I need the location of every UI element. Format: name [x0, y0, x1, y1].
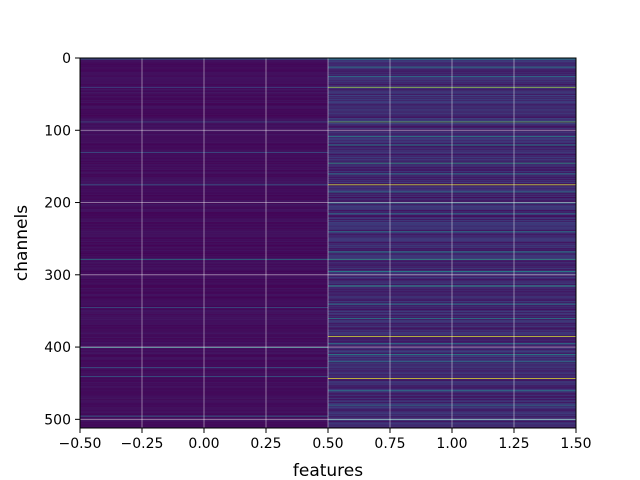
y-tick-label: 100 [44, 123, 71, 139]
y-axis-label: channels [12, 205, 32, 281]
x-tick-label: −0.25 [121, 436, 164, 452]
x-tick-label: 0.75 [374, 436, 405, 452]
x-axis-label: features [293, 461, 363, 480]
x-tick-label: 0.25 [250, 436, 281, 452]
y-tick-label: 500 [44, 412, 71, 428]
x-axis-ticks: −0.50 −0.25 0.00 0.25 0.50 0.75 1.00 1.25 1.50 [59, 428, 592, 452]
x-tick-label: 1.25 [498, 436, 529, 452]
y-tick-label: 300 [44, 268, 71, 284]
x-tick-label: 1.50 [560, 436, 591, 452]
y-tick-label: 400 [44, 340, 71, 356]
x-tick-label: 0.50 [312, 436, 343, 452]
y-tick-label: 200 [44, 196, 71, 212]
x-tick-label: 0.00 [188, 436, 219, 452]
x-tick-label: −0.50 [59, 436, 102, 452]
x-tick-label: 1.00 [436, 436, 467, 452]
y-axis-ticks: 0 100 200 300 400 500 [44, 51, 80, 428]
y-tick-label: 0 [62, 51, 71, 67]
